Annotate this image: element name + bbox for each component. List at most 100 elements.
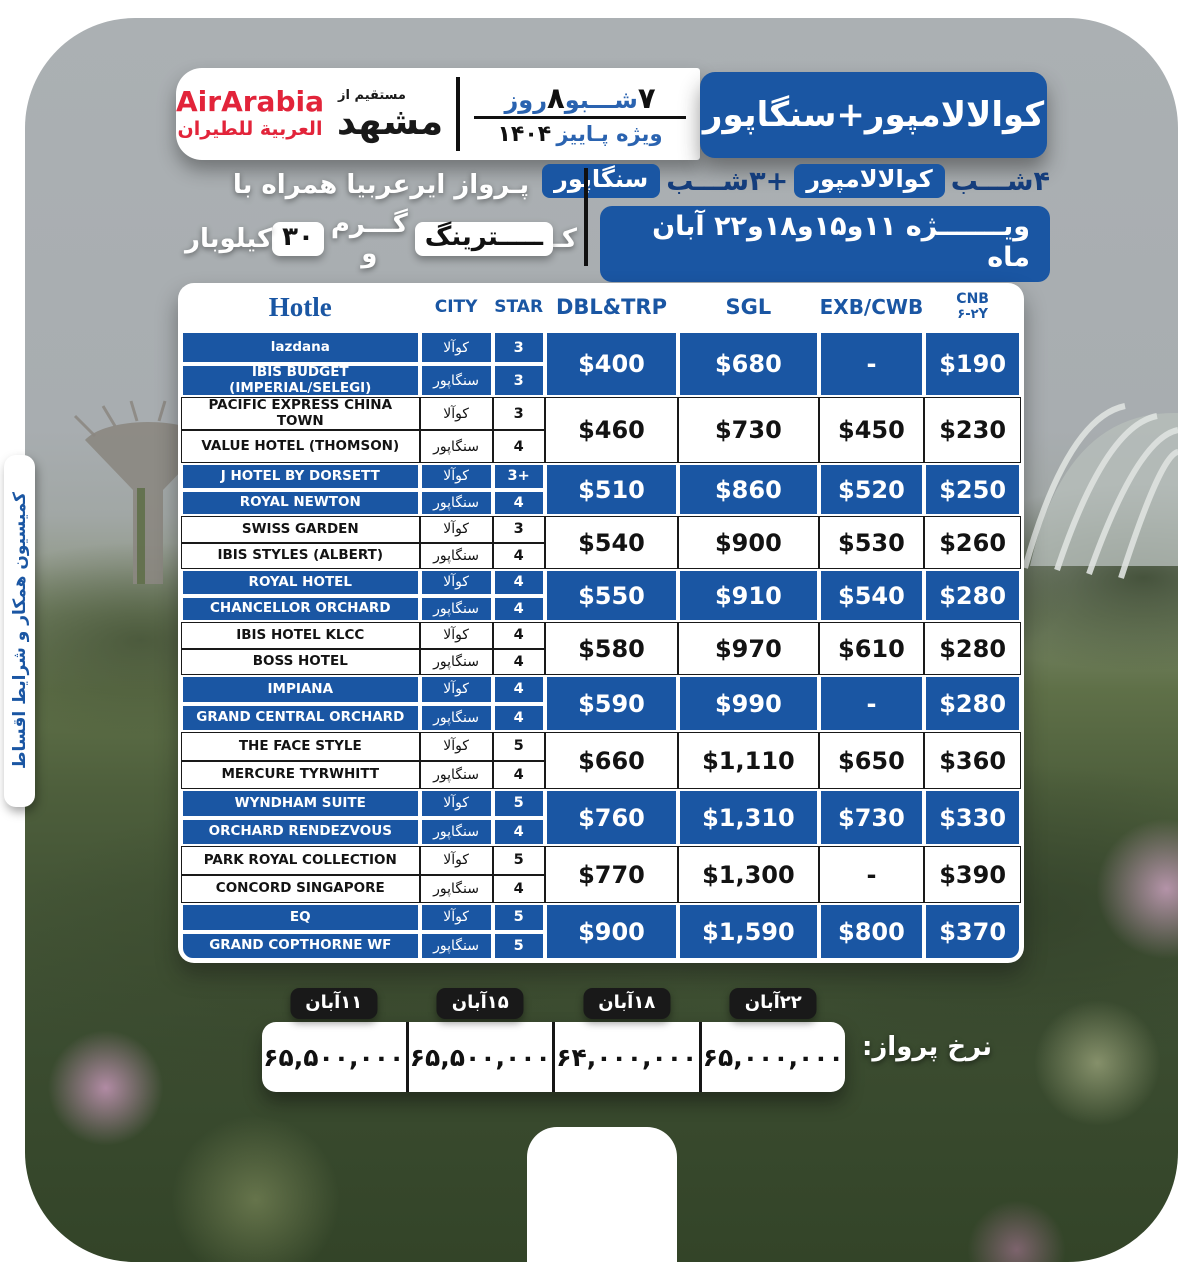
flight-price-card: ۲۲آبان ۶۵,۰۰۰,۰۰۰: [698, 988, 846, 1092]
price-sgl: $860: [678, 463, 819, 516]
dates-pill: ویـــــــژه ۱۱و۱۵و۱۸و۲۲ آبان ماه: [600, 206, 1050, 282]
flight-date-tab: ۱۸آبان: [583, 988, 671, 1019]
hotel-price-table: Hotle CITY STAR DBL&TRP SGL EXB/CWB CNB …: [178, 283, 1024, 963]
hotel-city: سنگاپور: [419, 595, 493, 622]
tour-title: کوالالامپور+سنگاپور: [700, 72, 1047, 158]
header-cnb-line1: CNB: [956, 291, 989, 308]
price-cnb: $360: [924, 732, 1021, 789]
divider: [456, 77, 460, 151]
hotel-city: کوآلا: [419, 732, 493, 761]
price-cnb: $280: [924, 569, 1021, 622]
nights-word: شـــبو: [564, 86, 638, 115]
price-dbl-trp: $660: [544, 732, 679, 789]
hotel-city: کوآلا: [419, 903, 493, 932]
hotel-name: BOSS HOTEL: [181, 648, 420, 675]
price-exb-cwb: $530: [818, 516, 925, 569]
price-cnb: $280: [924, 622, 1021, 675]
price-exb-cwb: $450: [818, 397, 925, 463]
hotel-city: سنگاپور: [419, 760, 493, 789]
commission-text: کمیسیون همکار و شرایط اقساط: [9, 492, 30, 770]
divider: [584, 168, 588, 266]
price-cnb: $250: [924, 463, 1021, 516]
price-sgl: $910: [678, 569, 819, 622]
catering-baggage-line: کـ ـــــترینگ گـــرم و ۳۰ کیلوبار: [185, 209, 577, 269]
hotel-group: PACIFIC EXPRESS CHINA TOWN کوآلا 3 VALUE HO…: [181, 397, 1021, 463]
hotel-city: سنگاپور: [419, 648, 493, 675]
price-dbl-trp: $550: [544, 569, 679, 622]
flight-features: پـرواز ایرعربیا همراه با کـ ـــــترینگ گ…: [185, 170, 577, 269]
flight-date-tab: ۱۵آبان: [436, 988, 524, 1019]
hotel-group: WYNDHAM SUITE کوآلا 5 ORCHARD RENDEZVOUS سنگ…: [181, 789, 1021, 846]
table-body: lazdana کوآلا 3 IBIS BUDGET (IMPERIAL/SELEG…: [181, 331, 1021, 960]
price-cnb: $370: [924, 903, 1021, 960]
baggage-word: کیلوبار: [185, 224, 273, 254]
sg-pill: سنگاپور: [542, 164, 661, 198]
airline-flight-line: پـرواز ایرعربیا همراه با: [232, 170, 530, 200]
days-number: ۸: [547, 81, 565, 116]
price-exb-cwb: -: [818, 675, 925, 732]
hotel-name: VALUE HOTEL (THOMSON): [181, 430, 420, 463]
hotel-name: PARK ROYAL COLLECTION: [181, 846, 420, 875]
tour-title-text: کوالالامپور+سنگاپور: [702, 95, 1045, 135]
catering-pill: ـــــترینگ: [414, 222, 553, 256]
season-label: ویژه پـاییز: [556, 121, 663, 146]
catering-mid: گـــرم و: [330, 209, 408, 269]
hotel-name: IBIS BUDGET (IMPERIAL/SELEGI): [181, 364, 420, 397]
hotel-name: THE FACE STYLE: [181, 732, 420, 761]
price-exb-cwb: $650: [818, 732, 925, 789]
origin-block: مستقیم از مشهد: [324, 88, 456, 140]
nights-number: ۷: [637, 81, 656, 116]
hotel-name: CONCORD SINGAPORE: [181, 874, 420, 903]
price-dbl-trp: $900: [544, 903, 679, 960]
hotel-group: THE FACE STYLE کوآلا 5 MERCURE TYRWHITT سنگا…: [181, 732, 1021, 789]
header-city: CITY: [434, 297, 478, 317]
airline-name-en: AirArabia: [176, 85, 324, 118]
price-sgl: $1,110: [678, 732, 819, 789]
hotel-name: GRAND CENTRAL ORCHARD: [181, 703, 420, 732]
origin-label: مستقیم از: [338, 88, 406, 103]
hotel-city: سنگاپور: [419, 874, 493, 903]
price-exb-cwb: -: [818, 331, 925, 397]
price-exb-cwb: $610: [818, 622, 925, 675]
hotel-star: 4: [492, 675, 545, 704]
hotel-star: 5: [492, 903, 545, 932]
flight-rate-label: نرخ پرواز:: [861, 1032, 993, 1062]
hotel-name: ROYAL NEWTON: [181, 489, 420, 516]
flight-price-value: ۶۵,۵۰۰,۰۰۰: [263, 1042, 405, 1072]
hotel-star: 3: [492, 364, 545, 397]
season-year: ۱۴۰۴: [497, 121, 552, 147]
hotel-star: 5: [492, 846, 545, 875]
hotel-name: IBIS STYLES (ALBERT): [181, 542, 420, 569]
table-header: Hotle CITY STAR DBL&TRP SGL EXB/CWB CNB …: [181, 283, 1021, 331]
flight-price-value: ۶۴,۰۰۰,۰۰۰: [556, 1042, 698, 1072]
price-dbl-trp: $770: [544, 846, 679, 903]
hotel-group: lazdana کوآلا 3 IBIS BUDGET (IMPERIAL/SELEG…: [181, 331, 1021, 397]
hotel-city: کوآلا: [419, 397, 493, 430]
hotel-star: 4: [492, 489, 545, 516]
duration-block: ۷ شـــبو ۸ روز ویژه پـاییز ۱۴۰۴: [460, 81, 700, 147]
hotel-city: کوآلا: [419, 569, 493, 596]
header-cnb-age: ۶-۲Y: [957, 306, 988, 322]
hotel-name: IMPIANA: [181, 675, 420, 704]
flight-date-tab: ۲۲آبان: [729, 988, 817, 1019]
hotel-name: ROYAL HOTEL: [181, 569, 420, 596]
hotel-city: سنگاپور: [419, 542, 493, 569]
price-exb-cwb: $730: [818, 789, 925, 846]
hotel-name: J HOTEL BY DORSETT: [181, 463, 420, 490]
flight-price-card: ۱۱آبان ۶۵,۵۰۰,۰۰۰: [262, 988, 406, 1092]
dates-line: ویـــــــژه ۱۱و۱۵و۱۸و۲۲ آبان ماه: [600, 206, 1050, 282]
hotel-city: کوآلا: [419, 463, 493, 490]
days-word: روز: [504, 86, 548, 115]
price-exb-cwb: $520: [818, 463, 925, 516]
header-dbl-trp: DBL&TRP: [555, 295, 667, 319]
hotel-name: CHANCELLOR ORCHARD: [181, 595, 420, 622]
commission-side-tab: کمیسیون همکار و شرایط اقساط: [4, 455, 35, 807]
hotel-city: کوآلا: [419, 789, 493, 818]
hotel-name: lazdana: [181, 331, 420, 364]
price-dbl-trp: $540: [544, 516, 679, 569]
price-sgl: $990: [678, 675, 819, 732]
kl-nights: ۴شـــب: [950, 165, 1050, 197]
hotel-city: سنگاپور: [419, 430, 493, 463]
dome-illustration: [1022, 403, 1178, 579]
flight-price-value: ۶۵,۵۰۰,۰۰۰: [409, 1042, 551, 1072]
